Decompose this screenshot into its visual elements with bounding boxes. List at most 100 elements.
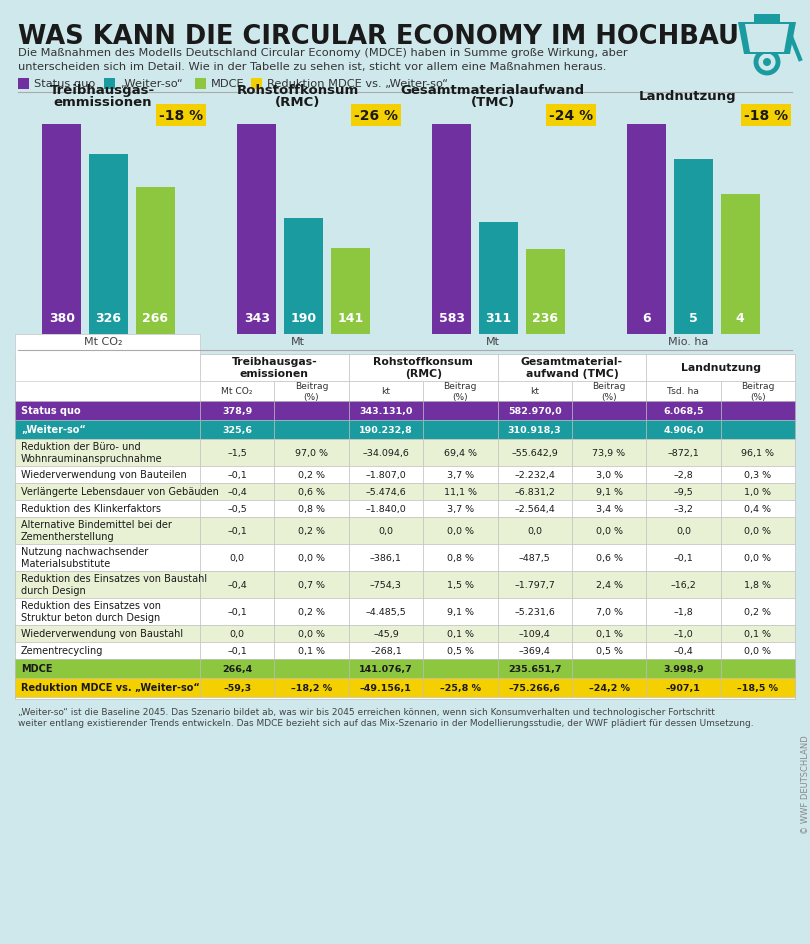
FancyBboxPatch shape — [572, 466, 646, 483]
Text: © WWF DEUTSCHLAND: © WWF DEUTSCHLAND — [802, 734, 810, 834]
Text: „Weiter-so“: „Weiter-so“ — [21, 425, 86, 435]
Text: –0,4: –0,4 — [228, 487, 247, 497]
FancyBboxPatch shape — [349, 659, 423, 679]
Text: –1,8: –1,8 — [674, 607, 693, 616]
Text: 73,9 %: 73,9 % — [592, 448, 625, 458]
Text: Mt CO₂: Mt CO₂ — [83, 337, 122, 346]
FancyBboxPatch shape — [572, 679, 646, 698]
Text: 1,0 %: 1,0 % — [744, 487, 771, 497]
Text: 4.906,0: 4.906,0 — [663, 426, 704, 434]
FancyBboxPatch shape — [349, 355, 497, 381]
Text: 310.918,3: 310.918,3 — [508, 426, 561, 434]
FancyBboxPatch shape — [275, 571, 349, 598]
FancyBboxPatch shape — [572, 421, 646, 440]
FancyBboxPatch shape — [572, 381, 646, 401]
Text: Verlängerte Lebensdauer von Gebäuden: Verlängerte Lebensdauer von Gebäuden — [21, 487, 219, 497]
FancyBboxPatch shape — [433, 125, 471, 334]
Text: Treibhausgas-
emissionen: Treibhausgas- emissionen — [232, 357, 318, 379]
FancyBboxPatch shape — [497, 440, 572, 466]
FancyBboxPatch shape — [497, 401, 572, 421]
FancyBboxPatch shape — [497, 571, 572, 598]
Text: –907,1: –907,1 — [666, 683, 701, 692]
Text: 0,1 %: 0,1 % — [447, 630, 474, 638]
FancyBboxPatch shape — [423, 679, 497, 698]
Text: 1,8 %: 1,8 % — [744, 581, 771, 589]
Text: 9,1 %: 9,1 % — [447, 607, 474, 616]
Text: 0,3 %: 0,3 % — [744, 470, 771, 480]
FancyBboxPatch shape — [721, 401, 795, 421]
Polygon shape — [745, 25, 789, 53]
FancyBboxPatch shape — [195, 79, 206, 90]
Text: Mio. ha: Mio. ha — [667, 337, 708, 346]
Text: 0,1 %: 0,1 % — [298, 647, 325, 655]
FancyBboxPatch shape — [351, 105, 401, 126]
Text: 190: 190 — [291, 312, 317, 325]
FancyBboxPatch shape — [497, 466, 572, 483]
Text: 236: 236 — [532, 312, 558, 325]
FancyBboxPatch shape — [674, 160, 713, 334]
FancyBboxPatch shape — [646, 659, 721, 679]
Text: 69,4 %: 69,4 % — [444, 448, 477, 458]
FancyBboxPatch shape — [627, 125, 666, 334]
FancyBboxPatch shape — [349, 483, 423, 500]
FancyBboxPatch shape — [349, 466, 423, 483]
FancyBboxPatch shape — [497, 625, 572, 642]
Text: Mt: Mt — [291, 337, 305, 346]
Text: –0,1: –0,1 — [228, 647, 247, 655]
Text: Wiederverwendung von Bauteilen: Wiederverwendung von Bauteilen — [21, 470, 187, 480]
Text: –872,1: –872,1 — [667, 448, 699, 458]
FancyBboxPatch shape — [200, 466, 275, 483]
Circle shape — [763, 59, 771, 67]
Text: 0,8 %: 0,8 % — [298, 504, 325, 514]
FancyBboxPatch shape — [572, 483, 646, 500]
FancyBboxPatch shape — [15, 440, 200, 466]
FancyBboxPatch shape — [349, 679, 423, 698]
Text: 0,5 %: 0,5 % — [595, 647, 623, 655]
Text: 583: 583 — [439, 312, 465, 325]
FancyBboxPatch shape — [15, 334, 200, 381]
FancyBboxPatch shape — [646, 440, 721, 466]
Text: –9,5: –9,5 — [674, 487, 693, 497]
Text: 325,6: 325,6 — [222, 426, 252, 434]
FancyBboxPatch shape — [251, 79, 262, 90]
FancyBboxPatch shape — [89, 155, 128, 334]
Text: 266: 266 — [143, 312, 168, 325]
Text: Beitrag
(%): Beitrag (%) — [295, 382, 328, 401]
FancyBboxPatch shape — [275, 598, 349, 625]
Text: Rohstoffkonsum
(RMC): Rohstoffkonsum (RMC) — [373, 357, 473, 379]
Text: –754,3: –754,3 — [370, 581, 402, 589]
Text: Rohstoffkonsum: Rohstoffkonsum — [237, 84, 359, 97]
Text: -18 %: -18 % — [159, 109, 203, 123]
FancyBboxPatch shape — [721, 517, 795, 545]
FancyBboxPatch shape — [572, 642, 646, 659]
Text: 11,1 %: 11,1 % — [444, 487, 477, 497]
Text: –18,5 %: –18,5 % — [737, 683, 778, 692]
Text: 3,7 %: 3,7 % — [447, 504, 474, 514]
Text: 378,9: 378,9 — [222, 407, 252, 415]
Text: Mt: Mt — [486, 337, 500, 346]
FancyBboxPatch shape — [423, 598, 497, 625]
FancyBboxPatch shape — [572, 517, 646, 545]
FancyBboxPatch shape — [15, 642, 200, 659]
Text: Nutzung nachwachsender
Materialsubstitute: Nutzung nachwachsender Materialsubstitut… — [21, 547, 148, 569]
FancyBboxPatch shape — [200, 642, 275, 659]
FancyBboxPatch shape — [15, 500, 200, 517]
Text: 343.131,0: 343.131,0 — [360, 407, 412, 415]
Text: Reduktion des Klinkerfaktors: Reduktion des Klinkerfaktors — [21, 504, 161, 514]
Text: emmissionen: emmissionen — [53, 96, 152, 109]
Text: Status quo: Status quo — [34, 79, 96, 89]
Text: 4: 4 — [736, 312, 744, 325]
FancyBboxPatch shape — [721, 545, 795, 571]
Text: 0,6 %: 0,6 % — [595, 553, 623, 563]
Text: –386,1: –386,1 — [370, 553, 402, 563]
Text: 311: 311 — [485, 312, 512, 325]
FancyBboxPatch shape — [349, 500, 423, 517]
Text: WAS KANN DIE CIRCULAR ECONOMY IM HOCHBAU?: WAS KANN DIE CIRCULAR ECONOMY IM HOCHBAU… — [18, 24, 754, 50]
Text: 3,0 %: 3,0 % — [595, 470, 623, 480]
Text: –0,1: –0,1 — [674, 553, 693, 563]
Text: Beitrag
(%): Beitrag (%) — [444, 382, 477, 401]
Text: 0,2 %: 0,2 % — [298, 527, 325, 535]
FancyBboxPatch shape — [572, 401, 646, 421]
Text: –0,5: –0,5 — [228, 504, 247, 514]
Text: 0,0 %: 0,0 % — [595, 527, 623, 535]
